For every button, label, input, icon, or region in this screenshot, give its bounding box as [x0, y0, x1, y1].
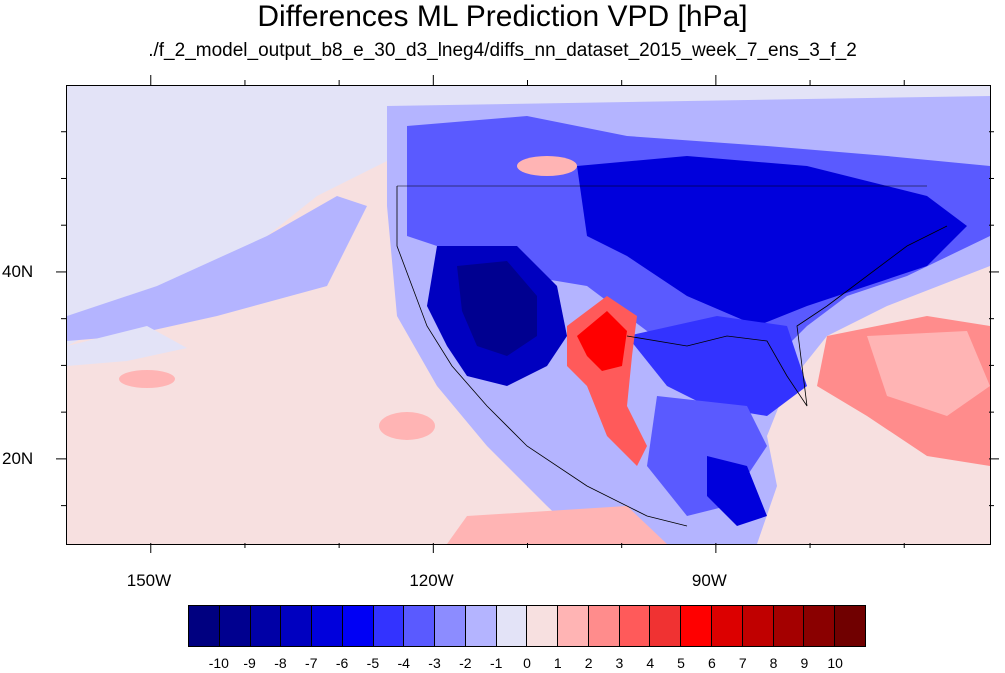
- colorbar-swatch: [650, 606, 682, 646]
- colorbar-label: 3: [615, 655, 624, 671]
- colorbar: [188, 605, 866, 647]
- colorbar-swatch: [189, 606, 220, 646]
- lat-tick-label: 20N: [2, 448, 34, 468]
- great-lakes-dark-blue: [577, 156, 967, 326]
- colorbar-swatch: [527, 606, 559, 646]
- lon-tick-label: 90W: [691, 571, 727, 590]
- colorbar-swatch: [250, 606, 282, 646]
- southwest-darkest-blue: [457, 261, 537, 356]
- colorbar-label: -8: [274, 655, 287, 671]
- colorbar-swatch: [404, 606, 436, 646]
- colorbar-label: -1: [489, 655, 503, 671]
- southeast-blue: [627, 316, 807, 416]
- colorbar-label: 7: [738, 655, 747, 671]
- colorbar-swatch: [712, 606, 743, 646]
- pacific-coastline: [396, 186, 688, 527]
- colorbar-label: 6: [708, 655, 716, 671]
- atlantic-pink-core: [867, 331, 990, 416]
- lat-tick-label: 40N: [2, 261, 34, 281]
- colorbar-swatch: [835, 606, 865, 646]
- colorbar-labels: -10 -9 -8 -7 -6 -5 -4 -3 -2 -1 0 1 2 3 4 5 6 7 8 9 10: [0, 655, 1005, 673]
- lon-tick-label: 120W: [409, 571, 454, 590]
- colorbar-swatch: [742, 606, 774, 646]
- colorbar-swatch: [312, 606, 343, 646]
- colorbar-swatch: [342, 606, 374, 646]
- colorbar-label: 4: [646, 655, 655, 671]
- colorbar-swatch: [465, 606, 497, 646]
- colorbar-swatch: [619, 606, 651, 646]
- colorbar-label: -7: [305, 655, 318, 671]
- colorbar-label: -2: [459, 655, 472, 671]
- lon-tick-label: 150W: [126, 571, 172, 590]
- map-title: Differences ML Prediction VPD [hPa]: [257, 0, 748, 33]
- colorbar-swatch: [496, 606, 528, 646]
- colorbar-swatch: [681, 606, 713, 646]
- colorbar-label: 9: [800, 655, 809, 671]
- colorbar-label: -10: [208, 655, 229, 671]
- central-america-blue: [707, 456, 767, 526]
- colorbar-label: -6: [335, 655, 349, 671]
- map-field: [67, 86, 990, 544]
- colorbar-swatch: [558, 606, 589, 646]
- colorbar-swatch: [804, 606, 836, 646]
- map-subtitle: ./f_2_model_output_b8_e_30_d3_lneg4/diff…: [148, 40, 857, 61]
- colorbar-label: 2: [584, 655, 593, 671]
- northern-pink-spot: [517, 156, 577, 176]
- colorbar-label: 5: [677, 655, 685, 671]
- colorbar-swatch: [588, 606, 620, 646]
- colorbar-label: 1: [553, 655, 562, 671]
- colorbar-label: -4: [397, 655, 410, 671]
- colorbar-label: 10: [827, 655, 843, 671]
- colorbar-swatch: [435, 606, 466, 646]
- pacific-pink-spot: [379, 412, 435, 440]
- southern-pink-band: [447, 506, 667, 544]
- atlantic-coastline: [626, 225, 948, 407]
- colorbar-label: -9: [243, 655, 256, 671]
- light-blue-patch: [67, 326, 187, 366]
- colorbar-swatch: [773, 606, 805, 646]
- pacific-blue-band: [67, 196, 367, 341]
- colorbar-label: -5: [366, 655, 380, 671]
- colorbar-swatch: [219, 606, 251, 646]
- texas-bright-red: [577, 311, 627, 371]
- vpd-difference-map: [66, 85, 991, 545]
- colorbar-label: -3: [428, 655, 441, 671]
- colorbar-label: 0: [523, 655, 531, 671]
- pacific-pink-spot: [119, 370, 175, 388]
- colorbar-label: 8: [769, 655, 778, 671]
- colorbar-swatch: [281, 606, 313, 646]
- colorbar-swatch: [373, 606, 405, 646]
- light-blue-region: [67, 86, 990, 346]
